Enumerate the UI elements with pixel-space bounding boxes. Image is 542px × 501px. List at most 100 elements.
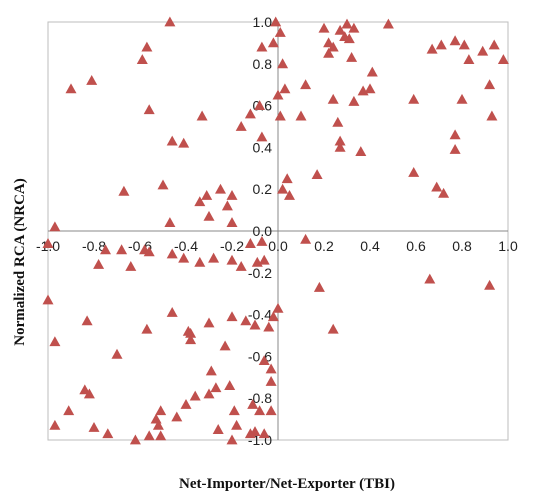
data-point bbox=[205, 365, 217, 376]
data-point bbox=[435, 39, 447, 50]
data-point bbox=[42, 238, 54, 248]
data-point bbox=[254, 405, 266, 416]
data-point bbox=[185, 334, 197, 345]
data-point bbox=[431, 181, 443, 192]
data-point bbox=[274, 26, 286, 37]
data-point bbox=[343, 33, 355, 44]
data-point bbox=[249, 319, 261, 330]
y-axis-title: Normalized RCA (NRCA) bbox=[12, 178, 28, 345]
data-point bbox=[272, 302, 284, 313]
data-point bbox=[178, 137, 190, 148]
data-point bbox=[215, 183, 226, 194]
data-point bbox=[284, 189, 295, 200]
y-tick-label: 0.8 bbox=[253, 56, 273, 72]
data-point bbox=[143, 246, 155, 257]
data-point bbox=[484, 279, 496, 290]
x-axis-title: Net-Importer/Net-Exporter (TBI) bbox=[179, 476, 395, 492]
data-point bbox=[274, 110, 286, 121]
data-point bbox=[449, 129, 461, 140]
x-tick-label: 0.8 bbox=[452, 238, 472, 254]
data-point bbox=[426, 43, 438, 54]
data-point bbox=[327, 323, 339, 334]
data-point bbox=[366, 66, 378, 77]
data-point bbox=[221, 200, 233, 211]
data-point bbox=[497, 54, 509, 65]
data-point bbox=[277, 58, 289, 69]
data-point bbox=[254, 100, 266, 110]
data-point bbox=[438, 187, 450, 198]
data-point bbox=[449, 35, 461, 46]
data-point bbox=[258, 254, 270, 265]
data-point bbox=[477, 45, 489, 56]
data-point bbox=[42, 294, 54, 305]
data-point bbox=[88, 421, 100, 432]
data-point bbox=[141, 323, 153, 334]
data-point bbox=[484, 79, 496, 90]
data-point bbox=[277, 183, 289, 194]
data-point bbox=[226, 189, 238, 200]
data-point bbox=[265, 375, 277, 386]
data-point bbox=[346, 52, 358, 62]
data-point bbox=[141, 41, 153, 52]
data-point bbox=[212, 424, 224, 434]
data-point bbox=[203, 388, 215, 399]
data-point bbox=[157, 179, 169, 190]
data-point bbox=[125, 261, 137, 271]
data-point bbox=[382, 18, 394, 29]
data-point bbox=[318, 22, 330, 33]
data-point bbox=[166, 248, 178, 259]
data-point bbox=[93, 258, 105, 269]
data-point bbox=[164, 16, 176, 27]
y-tick-label: -0.4 bbox=[248, 307, 272, 323]
data-point bbox=[265, 363, 277, 374]
data-point bbox=[129, 434, 141, 445]
data-point bbox=[424, 273, 436, 284]
data-point bbox=[49, 221, 61, 232]
data-point bbox=[334, 24, 346, 35]
data-point bbox=[408, 93, 420, 104]
data-point bbox=[348, 22, 360, 33]
data-point bbox=[86, 75, 98, 85]
data-point bbox=[155, 405, 167, 416]
data-point bbox=[240, 315, 252, 326]
x-tick-label: -0.2 bbox=[220, 238, 244, 254]
data-point bbox=[327, 41, 339, 52]
data-point bbox=[235, 121, 247, 131]
x-tick-label: 0.2 bbox=[314, 238, 334, 254]
data-point bbox=[136, 54, 148, 65]
data-point bbox=[300, 233, 312, 244]
data-point bbox=[244, 238, 256, 248]
data-point bbox=[143, 104, 155, 115]
y-tick-label: 0.0 bbox=[253, 223, 273, 239]
y-tick-label: -0.2 bbox=[248, 265, 272, 281]
data-point bbox=[258, 355, 270, 365]
data-point bbox=[323, 47, 335, 58]
y-tick-label: 0.4 bbox=[253, 139, 273, 155]
y-tick-label: 0.2 bbox=[253, 181, 273, 197]
data-point bbox=[486, 110, 498, 121]
data-point bbox=[456, 93, 468, 104]
data-point bbox=[311, 169, 323, 179]
data-point bbox=[295, 110, 307, 121]
data-point bbox=[102, 428, 114, 439]
data-point bbox=[341, 18, 353, 29]
data-point bbox=[226, 311, 238, 322]
data-point bbox=[231, 419, 243, 430]
data-point bbox=[208, 252, 220, 263]
data-point bbox=[189, 390, 201, 401]
y-tick-label: -0.6 bbox=[248, 348, 272, 364]
data-point bbox=[166, 135, 178, 146]
data-point bbox=[256, 41, 268, 52]
data-point bbox=[49, 419, 61, 430]
data-point bbox=[155, 430, 167, 441]
data-point bbox=[300, 79, 312, 90]
data-point bbox=[63, 405, 75, 416]
data-point bbox=[194, 256, 206, 267]
data-point bbox=[323, 37, 335, 48]
data-point bbox=[235, 261, 247, 271]
data-point bbox=[226, 217, 238, 228]
data-point bbox=[164, 217, 176, 228]
x-tick-label: 0.6 bbox=[406, 238, 426, 254]
data-point bbox=[224, 380, 236, 391]
